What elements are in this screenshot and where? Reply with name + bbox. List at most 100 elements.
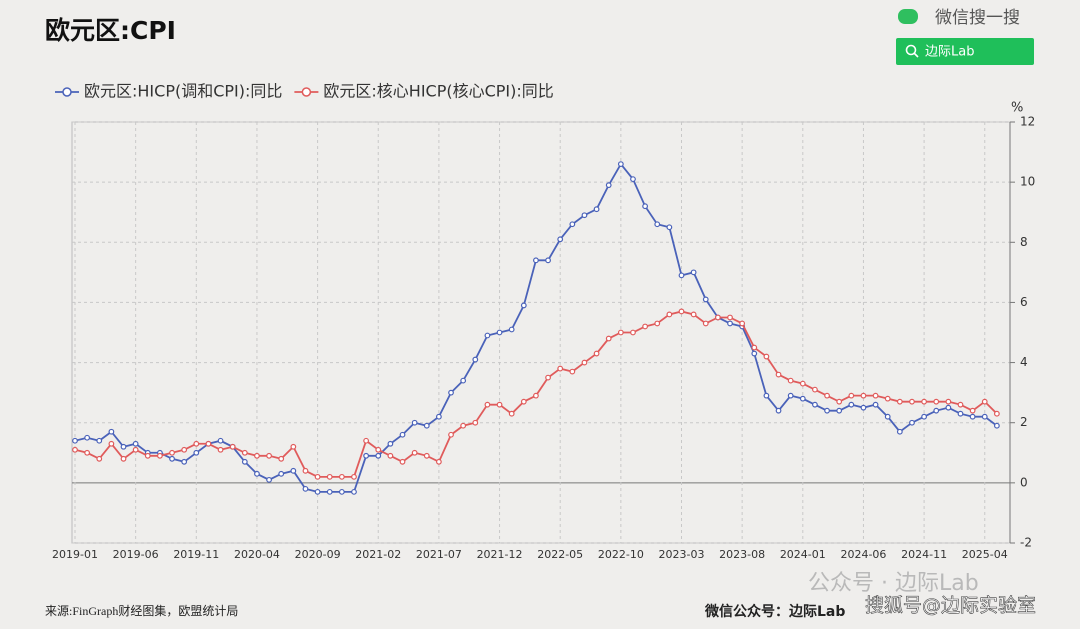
point — [533, 392, 539, 399]
y-tick-label: 2 — [1020, 415, 1028, 429]
search-icon — [913, 52, 919, 58]
point — [727, 314, 733, 321]
point — [642, 203, 649, 210]
point — [630, 329, 636, 336]
x-tick-label: 2023-08 — [719, 548, 765, 561]
point — [824, 392, 830, 399]
point — [593, 350, 600, 357]
point — [411, 449, 418, 456]
point — [872, 401, 879, 408]
point — [824, 407, 830, 414]
point — [678, 272, 685, 279]
point — [375, 452, 382, 459]
y-tick-label: -2 — [1020, 536, 1032, 550]
point — [787, 392, 794, 399]
point — [448, 431, 454, 438]
point — [981, 413, 988, 420]
point — [436, 458, 442, 465]
point — [836, 398, 843, 405]
point — [654, 221, 661, 228]
point — [241, 458, 248, 465]
point — [690, 311, 697, 318]
point — [557, 236, 564, 243]
point — [593, 206, 600, 213]
point — [363, 437, 370, 444]
point — [266, 476, 272, 483]
point — [896, 428, 903, 435]
point — [896, 398, 903, 405]
point — [605, 335, 612, 342]
x-tick-label: 2025-04 — [962, 548, 1008, 561]
point — [860, 392, 867, 399]
x-tick-label: 2024-01 — [780, 548, 826, 561]
point — [193, 440, 200, 447]
chart-title: 欧元区:CPI — [45, 16, 176, 45]
point — [169, 449, 175, 456]
wechat-icon — [898, 9, 918, 24]
point — [751, 344, 758, 351]
point — [945, 404, 952, 411]
point — [181, 446, 188, 453]
search-button[interactable] — [896, 38, 1034, 65]
point — [278, 470, 285, 477]
point — [217, 437, 224, 444]
y-tick-label: 8 — [1020, 235, 1028, 249]
point — [969, 413, 976, 420]
point — [460, 377, 467, 384]
point — [933, 407, 940, 414]
point — [144, 452, 151, 459]
point — [205, 440, 212, 447]
point — [739, 320, 746, 327]
x-tick-label: 2021-02 — [355, 548, 401, 561]
legend-label: 欧元区:核心HICP(核心CPI):同比 — [323, 82, 553, 101]
point — [569, 221, 576, 228]
point — [338, 488, 345, 495]
point — [909, 398, 915, 405]
point — [605, 182, 612, 189]
point — [654, 320, 661, 327]
point — [399, 431, 406, 438]
point — [617, 161, 624, 168]
point — [423, 422, 430, 429]
x-tick-label: 2019-11 — [173, 548, 219, 561]
point — [84, 449, 91, 456]
point — [460, 422, 467, 429]
point — [884, 413, 891, 420]
point — [314, 488, 321, 495]
point — [569, 368, 576, 375]
point — [338, 473, 345, 480]
point — [812, 401, 818, 408]
point — [254, 470, 260, 477]
point — [848, 392, 855, 399]
point — [533, 257, 539, 264]
point — [763, 353, 770, 360]
watermark: 搜狐号@边际实验室 — [865, 595, 1036, 617]
point — [836, 407, 843, 414]
point — [799, 380, 806, 387]
point — [290, 467, 297, 474]
point — [993, 422, 1000, 429]
point — [630, 176, 636, 183]
y-tick-label: 6 — [1020, 295, 1028, 309]
point — [617, 329, 624, 336]
point — [775, 371, 782, 378]
point — [860, 404, 867, 411]
point — [448, 389, 454, 396]
y-tick-label: 4 — [1020, 355, 1028, 369]
x-tick-label: 2021-07 — [416, 548, 462, 561]
point — [508, 326, 515, 333]
point — [545, 374, 551, 381]
y-tick-label: 10 — [1020, 175, 1035, 189]
point — [787, 377, 794, 384]
watermark: 公众号 · 边际Lab — [808, 571, 979, 596]
search-icon — [905, 44, 917, 56]
point — [411, 419, 418, 426]
point — [326, 488, 333, 495]
point — [909, 419, 915, 426]
point — [278, 455, 285, 462]
point — [775, 407, 782, 414]
point — [169, 455, 175, 462]
x-tick-label: 2021-12 — [477, 548, 523, 561]
point — [921, 413, 927, 420]
